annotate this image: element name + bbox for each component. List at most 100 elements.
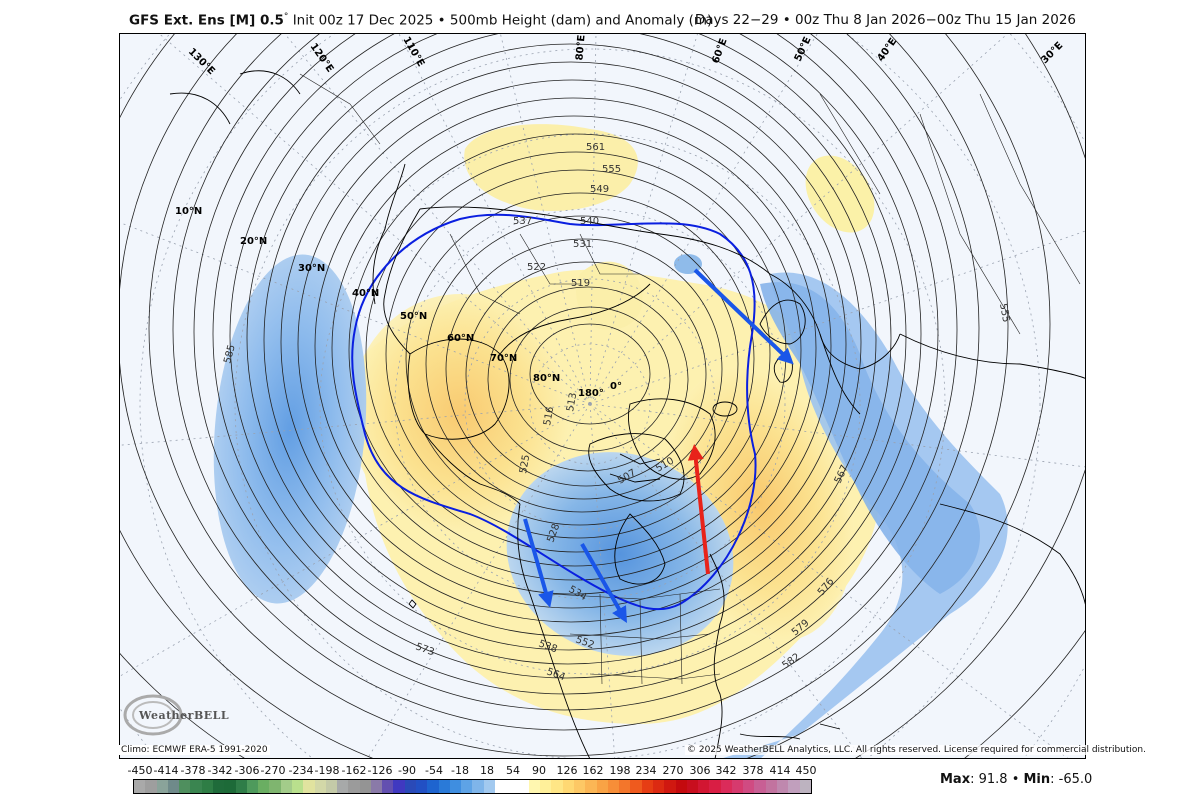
colorbar-swatch — [607, 780, 620, 793]
annotation-arrows — [523, 268, 794, 623]
colorbar-label: -126 — [367, 764, 393, 777]
chart-title: GFS Ext. Ens [M] 0.5° Init 00z 17 Dec 20… — [129, 12, 712, 29]
colorbar-swatch — [573, 780, 586, 793]
colorbar-label: 126 — [556, 764, 578, 777]
svg-text:585: 585 — [222, 343, 238, 364]
svg-text:60°E: 60°E — [710, 37, 729, 65]
valid-period: Days 22−29 • 00z Thu 8 Jan 2026−00z Thu … — [694, 12, 1076, 28]
colorbar-swatch — [686, 780, 699, 793]
colorbar-swatch — [630, 780, 642, 793]
colorbar-swatch — [258, 780, 270, 793]
colorbar-swatch — [528, 780, 541, 793]
colorbar-label: -198 — [314, 764, 340, 777]
svg-text:522: 522 — [527, 262, 546, 273]
copyright-notice: © 2025 WeatherBELL Analytics, LLC. All r… — [685, 745, 1148, 755]
colorbar-swatch — [145, 780, 157, 793]
colorbar-swatch — [337, 780, 349, 793]
colorbar-swatch — [461, 780, 473, 793]
colorbar-swatch — [438, 780, 450, 793]
svg-text:40°E: 40°E — [875, 36, 899, 64]
colorbar-swatch — [314, 780, 326, 793]
colorbar-swatch — [743, 780, 755, 793]
colorbar-swatch — [495, 780, 507, 793]
colorbar-swatch — [619, 780, 631, 793]
colorbar-swatch — [325, 780, 338, 793]
colorbar-label: 378 — [742, 764, 764, 777]
colorbar-label: -18 — [451, 764, 469, 777]
colorbar-swatch — [562, 780, 574, 793]
svg-text:555: 555 — [997, 303, 1011, 324]
colorbar-swatch — [765, 780, 778, 793]
colorbar-swatch — [483, 780, 495, 793]
colorbar-swatch — [427, 780, 439, 793]
colorbar-swatch — [777, 780, 789, 793]
svg-text:40°N: 40°N — [352, 288, 379, 299]
weatherbell-logo: WeatherBELL — [123, 693, 229, 738]
latitude-labels: 10°N 20°N 30°N 40°N 50°N 60°N 70°N 80°N — [175, 206, 560, 384]
colorbar-label: -234 — [288, 764, 314, 777]
svg-text:0°: 0° — [610, 381, 622, 392]
polar-map-svg: 10°N 20°N 30°N 40°N 50°N 60°N 70°N 80°N … — [120, 34, 1085, 758]
colorbar-label: 198 — [609, 764, 631, 777]
colorbar-label: -54 — [425, 764, 443, 777]
colorbar-label: -270 — [260, 764, 286, 777]
svg-text:531: 531 — [573, 239, 592, 250]
colorbar-swatch — [212, 780, 225, 793]
colorbar-swatch — [664, 780, 676, 793]
svg-text:573: 573 — [414, 641, 436, 658]
swirl-logo-icon — [123, 694, 183, 736]
colorbar-swatch — [788, 780, 800, 793]
colorbar-swatch — [156, 780, 168, 793]
logo-text: WeatherBELL — [139, 709, 230, 722]
colorbar-label: -306 — [234, 764, 260, 777]
svg-text:180°: 180° — [578, 388, 604, 399]
colorbar-swatch — [506, 780, 518, 793]
svg-text:540: 540 — [580, 216, 599, 227]
colorbar-label: 306 — [689, 764, 711, 777]
arrow-greenland-red — [687, 444, 710, 575]
map-panel: 10°N 20°N 30°N 40°N 50°N 60°N 70°N 80°N … — [119, 34, 1086, 759]
colorbar-swatch — [540, 780, 552, 793]
svg-text:537: 537 — [513, 216, 532, 227]
colorbar-swatch — [596, 780, 608, 793]
svg-text:513: 513 — [565, 392, 579, 413]
init-description: Init 00z 17 Dec 2025 • 500mb Height (dam… — [288, 12, 713, 29]
svg-text:30°N: 30°N — [298, 263, 325, 274]
colorbar-swatch — [224, 780, 236, 793]
svg-text:50°N: 50°N — [400, 311, 427, 322]
coastlines — [169, 70, 1085, 758]
colorbar-label: 342 — [715, 764, 737, 777]
colorbar-swatch — [449, 780, 462, 793]
colorbar-swatch — [179, 780, 191, 793]
colorbar-label: -414 — [153, 764, 179, 777]
colorbar-swatch — [720, 780, 732, 793]
svg-text:561: 561 — [586, 142, 605, 153]
svg-text:80°N: 80°N — [533, 373, 560, 384]
colorbar-label: -450 — [127, 764, 153, 777]
colorbar-swatch — [291, 780, 304, 793]
colorbar-swatch — [698, 780, 710, 793]
title-divider — [119, 33, 1086, 34]
title-bar: GFS Ext. Ens [M] 0.5° Init 00z 17 Dec 20… — [119, 0, 1086, 34]
colorbar-swatch — [246, 780, 259, 793]
svg-text:519: 519 — [571, 278, 590, 289]
max-value: : 91.8 • — [970, 772, 1024, 787]
anomaly-colorbar — [133, 779, 812, 794]
colorbar-swatch — [652, 780, 665, 793]
degree-symbol: ° — [283, 12, 289, 22]
colorbar-swatch — [517, 780, 529, 793]
colorbar-swatch — [167, 780, 180, 793]
colorbar-label: 234 — [635, 764, 657, 777]
colorbar-swatch — [280, 780, 292, 793]
colorbar-swatch — [359, 780, 371, 793]
colorbar-swatch — [404, 780, 417, 793]
colorbar-swatch — [675, 780, 687, 793]
svg-text:555: 555 — [602, 164, 621, 175]
colorbar-label: 450 — [795, 764, 817, 777]
colorbar-swatch — [370, 780, 383, 793]
svg-text:30°E: 30°E — [1039, 40, 1065, 66]
political-borders — [299, 73, 1081, 685]
colorbar-swatch — [134, 780, 146, 793]
colorbar-swatch — [416, 780, 428, 793]
max-min-summary: Max: 91.8 • Min: -65.0 — [940, 772, 1092, 787]
